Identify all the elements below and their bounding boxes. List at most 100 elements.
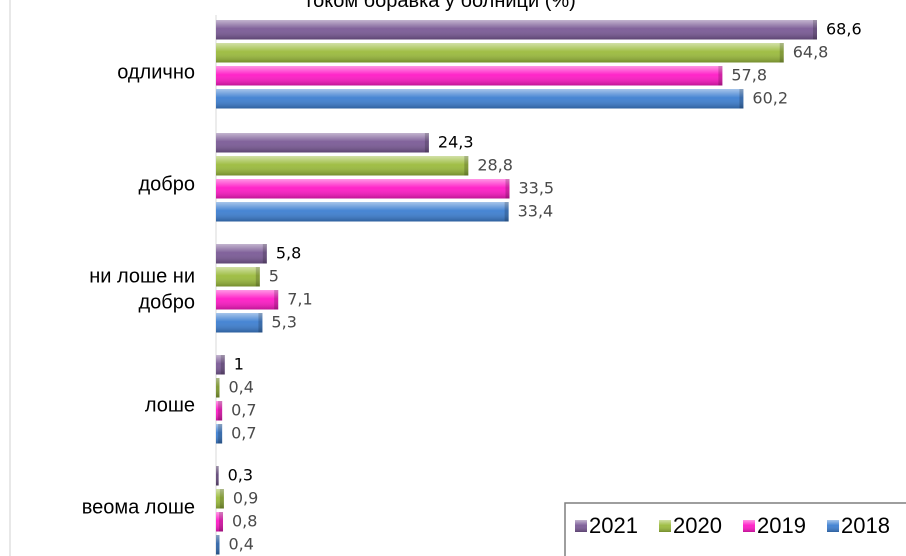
bar-shine xyxy=(216,20,817,40)
bar-end-cap xyxy=(505,179,510,199)
bar-end-cap xyxy=(216,466,219,486)
data-label: 0,4 xyxy=(229,378,254,397)
category-label: веома лоше xyxy=(82,496,195,518)
data-label: 64,8 xyxy=(793,43,829,62)
chart-title: током боравка у болници (%) xyxy=(304,0,576,12)
legend-label: 2020 xyxy=(673,513,722,538)
category-label: добро xyxy=(139,291,196,313)
data-label: 28,8 xyxy=(477,156,513,175)
legend-item: 2020 xyxy=(659,513,722,538)
bar-end-cap xyxy=(219,512,224,532)
data-label: 24,3 xyxy=(438,133,474,152)
data-label: 60,2 xyxy=(752,89,788,108)
bar-group xyxy=(216,290,279,310)
bar-shine xyxy=(216,378,220,398)
category-label: одлично xyxy=(117,61,195,83)
legend-item: 2018 xyxy=(827,513,890,538)
legend-items: 2021 2020 2019 2018 xyxy=(575,513,890,538)
bar-shine xyxy=(216,267,260,287)
bar-end-cap xyxy=(274,290,279,310)
bar-shine xyxy=(216,156,469,176)
data-label: 0,7 xyxy=(231,424,256,443)
data-label: 5 xyxy=(269,267,279,286)
legend-item: 2021 xyxy=(575,513,638,538)
bar-shine xyxy=(216,535,220,555)
bar-shine xyxy=(216,244,267,264)
bar-group xyxy=(216,466,219,486)
category-label: лоше xyxy=(145,394,195,416)
legend-box xyxy=(564,502,906,556)
bar-end-cap xyxy=(262,244,267,264)
data-label: 33,4 xyxy=(518,202,554,221)
bar-end-cap xyxy=(216,378,220,398)
bar-group xyxy=(216,179,510,199)
bar-end-cap xyxy=(218,401,223,421)
bar-group xyxy=(216,244,267,264)
bar-shine xyxy=(216,290,279,310)
data-label: 0,9 xyxy=(233,489,258,508)
bar-group xyxy=(216,535,220,555)
bar-group xyxy=(216,313,263,333)
legend-label: 2019 xyxy=(757,513,806,538)
bar-group xyxy=(216,512,224,532)
bar-group xyxy=(216,66,723,86)
bar-end-cap xyxy=(739,89,744,109)
bars-layer: 68,6 64,8 57,8 60,2 24,328,8 33,5 33,4 5,8 5 7,1 5… xyxy=(216,20,862,555)
legend-swatch-shine xyxy=(743,520,755,532)
bar-shine xyxy=(216,512,224,532)
bar-group xyxy=(216,424,223,444)
data-label: 1 xyxy=(234,355,244,374)
category-label: ни лоше ни xyxy=(89,265,195,287)
bar-shine xyxy=(216,489,224,509)
bar-end-cap xyxy=(218,424,223,444)
bar-end-cap xyxy=(504,202,509,222)
bar-end-cap xyxy=(424,133,429,153)
bar-group xyxy=(216,267,260,287)
data-label: 7,1 xyxy=(287,290,312,309)
legend-swatch-shine xyxy=(575,520,587,532)
bar-shine xyxy=(216,466,219,486)
bar-end-cap xyxy=(779,43,784,63)
bar-shine xyxy=(216,179,510,199)
data-label: 5,3 xyxy=(271,313,296,332)
bar-end-cap xyxy=(464,156,469,176)
bar-end-cap xyxy=(216,535,220,555)
data-label: 0,8 xyxy=(232,512,257,531)
bar-group xyxy=(216,489,224,509)
bar-group xyxy=(216,156,469,176)
bar-shine xyxy=(216,66,723,86)
bar-shine xyxy=(216,89,744,109)
data-label: 33,5 xyxy=(518,179,554,198)
bar-shine xyxy=(216,313,263,333)
bar-end-cap xyxy=(718,66,723,86)
bar-group xyxy=(216,202,509,222)
bar-end-cap xyxy=(220,355,225,375)
legend-swatch-shine xyxy=(827,520,839,532)
category-label: добро xyxy=(139,173,196,195)
bar-group xyxy=(216,133,429,153)
legend-swatch-shine xyxy=(659,520,671,532)
bar-group xyxy=(216,401,223,421)
data-label: 0,4 xyxy=(229,535,254,554)
legend: 2021 2020 2019 2018 xyxy=(564,502,906,556)
data-label: 0,3 xyxy=(228,466,253,485)
bar-group xyxy=(216,43,784,63)
data-label: 0,7 xyxy=(231,401,256,420)
legend-label: 2021 xyxy=(589,513,638,538)
bar-end-cap xyxy=(219,489,224,509)
bar-shine xyxy=(216,133,429,153)
bar-end-cap xyxy=(255,267,260,287)
data-label: 68,6 xyxy=(826,20,862,39)
bar-group xyxy=(216,20,817,40)
bar-shine xyxy=(216,401,223,421)
bar-end-cap xyxy=(813,20,817,40)
bar-group xyxy=(216,378,220,398)
data-label: 57,8 xyxy=(731,66,767,85)
legend-item: 2019 xyxy=(743,513,806,538)
bar-shine xyxy=(216,43,784,63)
bar-shine xyxy=(216,355,225,375)
bar-shine xyxy=(216,202,509,222)
data-label: 5,8 xyxy=(276,244,301,263)
